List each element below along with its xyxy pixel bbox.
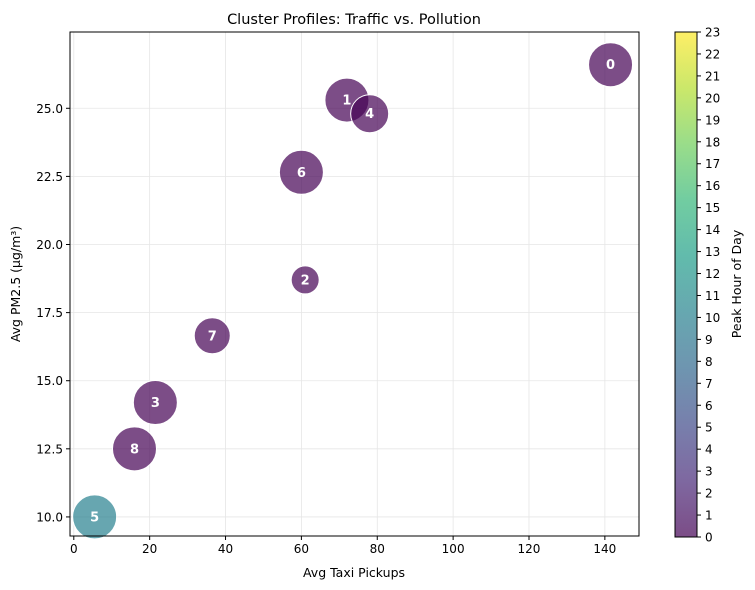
colorbar-gradient <box>675 32 697 537</box>
colorbar-tick-label: 17 <box>705 157 720 171</box>
colorbar-tick-label: 0 <box>705 531 713 545</box>
cluster-point-0 <box>588 42 634 88</box>
cluster-label-2: 2 <box>301 273 310 288</box>
grid-lines <box>70 32 639 536</box>
x-tick-label: 40 <box>218 542 233 556</box>
colorbar-tick-label: 20 <box>705 91 720 105</box>
colorbar-tick-label: 5 <box>705 421 713 435</box>
colorbar-tick-label: 23 <box>705 26 720 40</box>
colorbar-tick-label: 12 <box>705 267 720 281</box>
x-axis: 0 20 40 60 80 100 120 140 <box>70 536 616 556</box>
x-tick-label: 80 <box>370 542 385 556</box>
colorbar-tick-label: 6 <box>705 399 713 413</box>
cluster-point-5 <box>72 494 118 540</box>
colorbar-tick-label: 2 <box>705 487 713 501</box>
colorbar-tick-label: 14 <box>705 223 720 237</box>
cluster-label-8: 8 <box>130 442 139 457</box>
y-tick-label: 10.0 <box>36 510 63 524</box>
cluster-label-4: 4 <box>365 107 374 122</box>
cluster-label-3: 3 <box>151 396 160 411</box>
colorbar-frame <box>674 31 698 538</box>
x-tick-label: 100 <box>442 542 465 556</box>
cluster-point-8 <box>111 426 157 472</box>
colorbar-tick-label: 9 <box>705 333 713 347</box>
colorbar-tick-label: 3 <box>705 465 713 479</box>
colorbar-tick-label: 16 <box>705 179 720 193</box>
cluster-label-0: 0 <box>606 58 615 73</box>
y-tick-label: 17.5 <box>36 306 63 320</box>
colorbar-tick-label: 15 <box>705 201 720 215</box>
y-tick-label: 12.5 <box>36 442 63 456</box>
cluster-point-4 <box>350 94 390 134</box>
colorbar-tick-label: 19 <box>705 113 720 127</box>
y-axis-label: Avg PM2.5 (µg/m³) <box>8 226 23 342</box>
cluster-label-1: 1 <box>342 94 351 109</box>
plot-frame <box>69 31 640 537</box>
x-tick-label: 20 <box>142 542 157 556</box>
y-tick-label: 25.0 <box>36 102 63 116</box>
colorbar-tick-label: 22 <box>705 47 720 61</box>
colorbar-tick-label: 7 <box>705 377 713 391</box>
colorbar-tick-label: 21 <box>705 69 720 83</box>
colorbar-tick-label: 10 <box>705 311 720 325</box>
x-tick-label: 0 <box>70 542 78 556</box>
chart-title: Cluster Profiles: Traffic vs. Pollution <box>227 12 481 28</box>
cluster-label-7: 7 <box>208 329 217 344</box>
cluster-point-2 <box>290 265 320 295</box>
x-tick-label: 140 <box>593 542 616 556</box>
colorbar-tick-label: 13 <box>705 245 720 259</box>
cluster-label-5: 5 <box>90 510 99 525</box>
colorbar-tick-label: 4 <box>705 443 713 457</box>
cluster-label-6: 6 <box>297 166 306 181</box>
data-points: 0 1 2 3 4 5 6 7 8 <box>72 42 634 540</box>
cluster-point-7 <box>193 317 231 355</box>
x-tick-label: 60 <box>294 542 309 556</box>
y-axis: 10.0 12.5 15.0 17.5 20.0 22.5 25.0 <box>36 102 70 524</box>
cluster-point-3 <box>132 380 178 426</box>
colorbar-tick-label: 11 <box>705 289 720 303</box>
y-tick-label: 15.0 <box>36 374 63 388</box>
x-axis-label: Avg Taxi Pickups <box>303 565 405 580</box>
y-tick-label: 20.0 <box>36 238 63 252</box>
colorbar-label: Peak Hour of Day <box>729 229 744 338</box>
colorbar-tick-label: 1 <box>705 509 713 523</box>
cluster-point-6 <box>278 149 324 195</box>
y-tick-label: 22.5 <box>36 170 63 184</box>
colorbar-tick-label: 18 <box>705 135 720 149</box>
x-tick-label: 120 <box>518 542 541 556</box>
colorbar-tick-label: 8 <box>705 355 713 369</box>
